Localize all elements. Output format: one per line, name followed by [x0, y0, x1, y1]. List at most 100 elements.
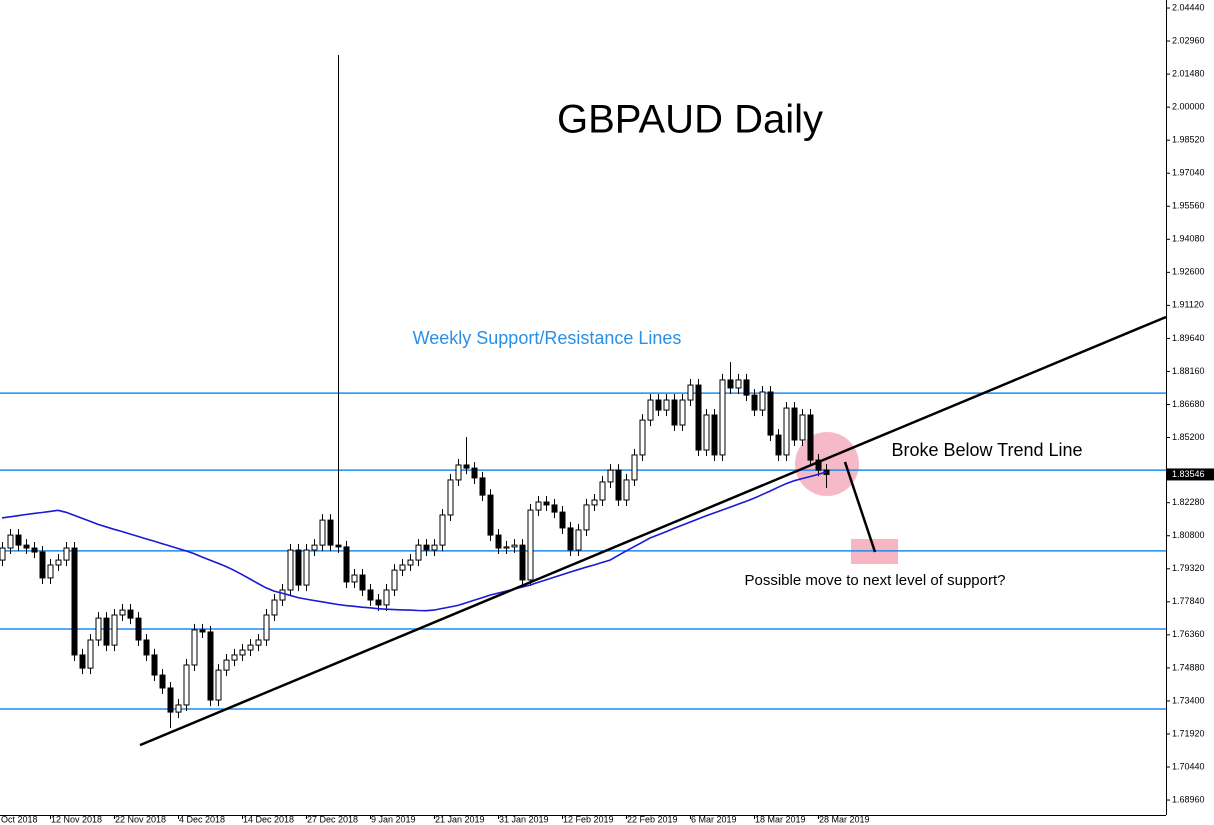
candle-body [15, 534, 22, 546]
y-tick-label: 1.94080 [1172, 234, 1205, 244]
candle-body [175, 704, 182, 713]
candle-body [215, 669, 222, 701]
x-tick-label: 4 Dec 2018 [179, 814, 225, 824]
candle-body [543, 501, 550, 506]
candle-body [327, 519, 334, 546]
candle-body [575, 529, 582, 551]
candle-body [479, 477, 486, 496]
x-tick-label: 12 Feb 2019 [563, 814, 614, 824]
candle-body [431, 544, 438, 551]
candle-body [79, 654, 86, 669]
candle-body [799, 414, 806, 441]
candle-body [551, 504, 558, 513]
candle-body [695, 384, 702, 451]
candle-body [711, 414, 718, 456]
trend-line [139, 315, 1166, 747]
candle-body [455, 464, 462, 481]
candle-body [183, 664, 190, 706]
candle-body [239, 649, 246, 656]
candle-body [391, 569, 398, 591]
candle-body [759, 391, 766, 411]
x-tick-label: 18 Mar 2019 [755, 814, 806, 824]
y-tick-label: 1.98520 [1172, 135, 1205, 145]
candle-body [255, 639, 262, 646]
candle-body [687, 384, 694, 401]
y-tick-label: 1.86680 [1172, 399, 1205, 409]
candle-body [775, 434, 782, 456]
x-tick-label: 27 Dec 2018 [307, 814, 358, 824]
candle-body [607, 469, 614, 483]
chart-title: GBPAUD Daily [557, 98, 823, 142]
candle-body [303, 549, 310, 586]
candle-body [631, 454, 638, 481]
x-tick-label: 14 Dec 2018 [243, 814, 294, 824]
candle-body [0, 547, 6, 561]
candle-body [103, 617, 110, 646]
x-tick-label: Oct 2018 [1, 814, 38, 824]
y-tick-label: 1.73400 [1172, 695, 1205, 705]
candle-body [671, 399, 678, 426]
y-tick-label: 1.74880 [1172, 662, 1205, 672]
candle-body [359, 574, 366, 591]
y-tick-label: 2.01480 [1172, 68, 1205, 78]
candle-body [135, 617, 142, 641]
candle-body [791, 407, 798, 441]
y-tick-label: 1.71920 [1172, 728, 1205, 738]
y-tick-label: 1.92600 [1172, 267, 1205, 277]
candle-body [191, 629, 198, 666]
last-price-box [1167, 468, 1214, 481]
candle-body [263, 614, 270, 641]
candle-body [439, 514, 446, 546]
candle-body [31, 547, 38, 553]
candle-body [567, 527, 574, 551]
candle-body [367, 589, 374, 601]
plot-area [0, 54, 1166, 747]
candle-body [447, 479, 454, 516]
candle-body [207, 631, 214, 701]
annotation: Broke Below Trend Line [891, 440, 1082, 460]
y-tick-label: 1.82280 [1172, 497, 1205, 507]
candle-body [151, 654, 158, 676]
candle-body [647, 399, 654, 421]
y-tick-label: 1.79320 [1172, 563, 1205, 573]
candle-body [527, 509, 534, 581]
candle-body [503, 546, 510, 549]
candle-body [47, 564, 54, 579]
candle-body [335, 544, 342, 548]
y-tick-label: 1.88160 [1172, 366, 1205, 376]
x-tick-label: 21 Jan 2019 [435, 814, 485, 824]
candle-body [375, 599, 382, 606]
candle-body [471, 467, 478, 479]
candle-body [743, 379, 750, 396]
candle-body [295, 549, 302, 586]
candle-body [23, 544, 30, 549]
y-tick-label: 1.85200 [1172, 432, 1205, 442]
y-tick-label: 1.91120 [1172, 300, 1204, 310]
candle-body [271, 599, 278, 616]
candle-body [719, 379, 726, 456]
candle-body [231, 654, 238, 661]
candle-body [383, 589, 390, 606]
candle-body [495, 534, 502, 549]
candle-body [599, 481, 606, 501]
y-tick-label: 1.70440 [1172, 761, 1205, 771]
candle-body [95, 617, 102, 641]
annotation: Possible move to next level of support? [745, 572, 1006, 589]
candle-body [71, 547, 78, 656]
y-tick-label: 1.77840 [1172, 596, 1205, 606]
candle-body [319, 519, 326, 546]
annotation: Weekly Support/Resistance Lines [413, 328, 682, 348]
candle-body [343, 546, 350, 583]
candle-body [519, 544, 526, 581]
candle-body [223, 659, 230, 671]
last-price-label: 1.83546 [1172, 469, 1205, 479]
candle-body [7, 534, 14, 549]
candle-body [407, 559, 414, 566]
candle-body [727, 379, 734, 389]
candle-body [111, 614, 118, 646]
candle-body [735, 379, 742, 389]
y-tick-label: 1.95560 [1172, 201, 1205, 211]
candle-body [511, 544, 518, 548]
